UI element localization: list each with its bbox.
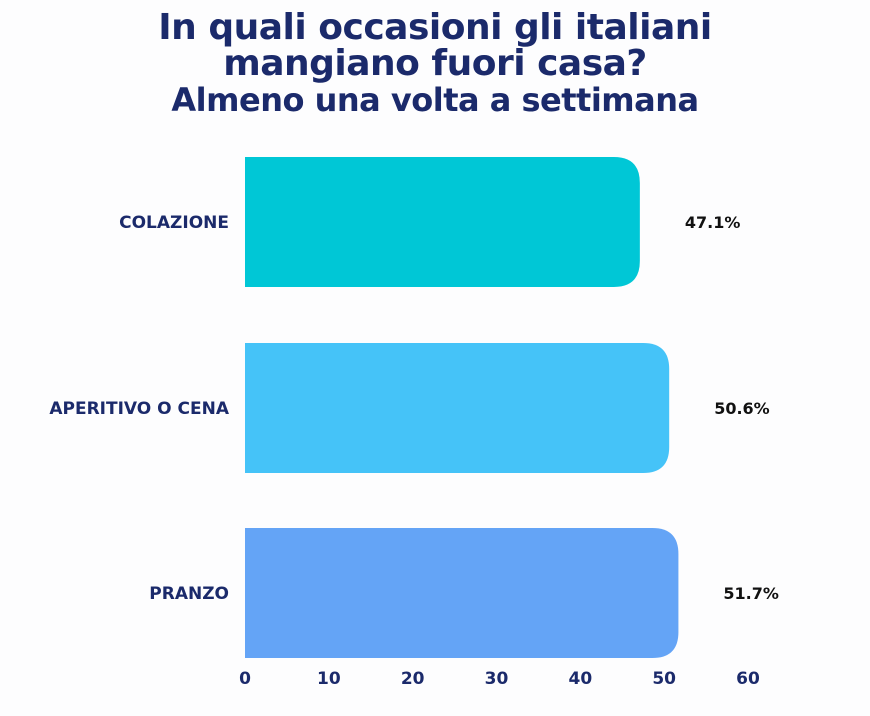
- bar: [245, 343, 670, 473]
- x-tick-label: 0: [239, 669, 251, 689]
- category-label: COLAZIONE: [119, 213, 229, 233]
- x-tick-label: 10: [317, 669, 341, 689]
- data-label: 51.7%: [723, 584, 779, 603]
- x-tick-label: 20: [401, 669, 425, 689]
- category-label: PRANZO: [149, 584, 229, 604]
- x-tick-label: 30: [485, 669, 509, 689]
- bar: [245, 157, 640, 287]
- chart-title-line-3: Almeno una volta a settimana: [171, 81, 699, 119]
- chart-title-line-2: mangiano fuori casa?: [223, 43, 647, 84]
- x-tick-label: 40: [568, 669, 592, 689]
- x-tick-label: 50: [652, 669, 676, 689]
- category-label: APERITIVO O CENA: [49, 399, 229, 419]
- bar: [245, 528, 679, 658]
- data-label: 47.1%: [685, 213, 741, 232]
- chart-title-line-1: In quali occasioni gli italiani: [158, 7, 712, 48]
- x-tick-label: 60: [736, 669, 760, 689]
- data-label: 50.6%: [714, 399, 770, 418]
- chart-title: In quali occasioni gli italiani mangiano…: [0, 7, 870, 119]
